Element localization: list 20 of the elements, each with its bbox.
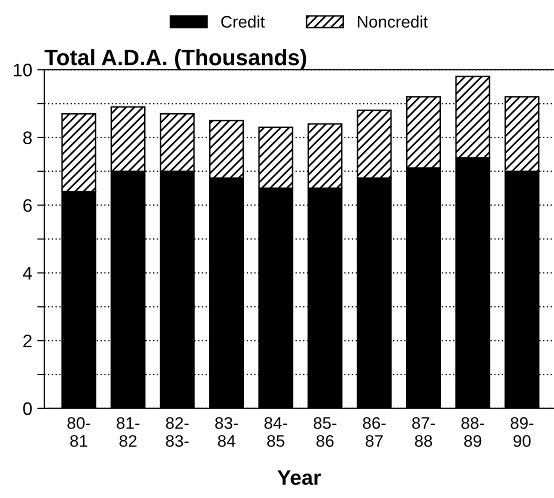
x-tick-label: 82- 83- (166, 417, 189, 447)
y-tick-label: 2 (23, 334, 32, 348)
x-axis-title: Year (278, 470, 321, 485)
y-tick-label: 8 (23, 131, 32, 144)
y-tick-label: 0 (23, 402, 32, 416)
x-tick-label: 81- 82 (116, 417, 140, 447)
x-tick-label: 87- 88 (412, 417, 435, 447)
y-tick-label: 10 (14, 64, 32, 76)
x-tick-label: 88- 89 (461, 417, 484, 447)
x-tick-label: 86- 87 (362, 417, 386, 447)
x-tick-label: 89- 90 (510, 417, 534, 447)
legend-label: Noncredit (358, 15, 428, 28)
y-tick-label: 4 (22, 267, 32, 280)
x-tick-label: 83- 84 (215, 417, 238, 447)
y-tick-label: 6 (23, 199, 32, 212)
x-tick-label: 84- 85 (264, 417, 288, 447)
x-tick-label: 85- 86 (314, 417, 336, 447)
chart-title: Total A.D.A. (Thousands) (44, 49, 306, 70)
legend-label: Credit (221, 15, 265, 28)
x-tick-label: 80- 81 (67, 417, 90, 447)
